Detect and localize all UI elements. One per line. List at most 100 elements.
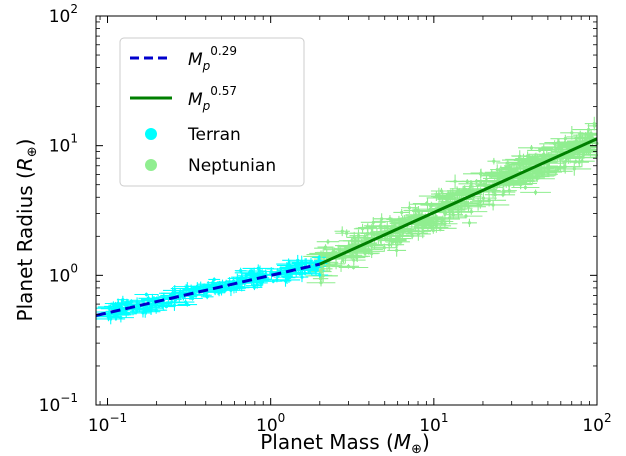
- data-point: [471, 189, 475, 193]
- data-point: [515, 166, 519, 170]
- data-point: [521, 158, 526, 163]
- data-point: [540, 158, 544, 162]
- data-point: [317, 255, 321, 259]
- data-point: [437, 192, 441, 196]
- data-point: [443, 222, 447, 226]
- data-point: [489, 173, 494, 177]
- y-axis-label: Planet Radius (R⊕): [13, 139, 40, 322]
- data-point: [451, 213, 455, 217]
- data-point: [321, 253, 325, 257]
- data-point: [341, 254, 346, 258]
- data-point: [501, 193, 505, 197]
- x-tick-label: 10−1: [88, 411, 127, 436]
- data-point: [540, 172, 544, 176]
- data-point: [530, 175, 535, 179]
- data-point: [413, 216, 417, 221]
- data-point: [279, 267, 283, 271]
- data-point: [366, 247, 371, 251]
- data-point: [546, 153, 550, 157]
- data-point: [219, 289, 224, 293]
- data-point: [535, 177, 539, 181]
- data-point: [574, 159, 578, 164]
- data-point: [154, 308, 158, 312]
- data-point: [499, 170, 503, 174]
- data-point: [518, 164, 522, 168]
- data-point: [430, 219, 434, 224]
- data-point: [569, 143, 573, 147]
- data-point: [502, 190, 506, 194]
- data-point: [469, 210, 473, 214]
- data-point: [288, 272, 293, 276]
- data-point: [318, 273, 322, 277]
- data-point: [449, 193, 453, 198]
- data-point: [178, 290, 182, 294]
- data-point: [337, 248, 341, 252]
- data-point: [459, 201, 463, 205]
- data-point: [506, 161, 510, 165]
- data-point: [231, 279, 236, 283]
- data-point: [283, 272, 287, 276]
- data-point: [450, 210, 454, 214]
- data-point: [345, 231, 349, 235]
- data-point: [217, 281, 222, 285]
- data-point: [543, 157, 547, 161]
- data-point: [318, 277, 323, 281]
- data-point: [113, 304, 118, 308]
- data-point: [538, 171, 542, 175]
- data-point: [356, 234, 361, 238]
- data-point: [587, 148, 591, 152]
- data-point: [391, 240, 395, 244]
- axis-ticks: 10−1 100 101 102 10−1 100 101 102: [39, 2, 612, 436]
- data-point: [438, 226, 442, 230]
- data-point: [213, 290, 217, 294]
- data-point: [535, 174, 540, 178]
- data-point: [388, 234, 392, 238]
- data-point: [261, 279, 265, 283]
- data-point: [325, 251, 329, 256]
- data-point: [106, 314, 111, 318]
- data-point: [252, 276, 256, 280]
- data-point: [321, 267, 325, 271]
- data-point: [303, 271, 307, 275]
- data-point: [314, 269, 318, 273]
- data-point: [517, 160, 521, 164]
- data-point: [150, 305, 154, 309]
- data-point: [491, 203, 495, 207]
- data-point: [570, 131, 574, 135]
- data-point: [395, 234, 399, 238]
- data-point: [446, 192, 450, 196]
- data-point: [172, 303, 177, 307]
- data-point: [164, 304, 169, 309]
- data-point: [420, 222, 424, 226]
- data-point: [554, 147, 558, 151]
- data-point: [413, 208, 418, 213]
- data-point: [393, 225, 397, 229]
- data-point: [453, 197, 457, 201]
- data-point: [363, 251, 367, 255]
- data-point: [294, 271, 298, 275]
- data-point: [416, 221, 420, 225]
- legend-marker-neptunian: [145, 159, 157, 171]
- data-point: [160, 303, 164, 307]
- data-point: [346, 264, 351, 268]
- data-point: [538, 148, 542, 153]
- data-point: [408, 228, 413, 232]
- data-point: [440, 219, 444, 224]
- data-point: [569, 145, 573, 149]
- data-point: [223, 283, 228, 287]
- data-point: [438, 196, 442, 200]
- data-point: [466, 205, 471, 209]
- data-point: [466, 189, 471, 193]
- data-point: [347, 243, 351, 248]
- data-point: [504, 182, 508, 187]
- data-point: [195, 284, 199, 288]
- data-point: [588, 136, 593, 140]
- data-point: [584, 149, 588, 153]
- data-point: [495, 167, 499, 172]
- data-point: [539, 166, 543, 170]
- data-point: [135, 303, 139, 307]
- data-point: [326, 240, 330, 244]
- data-point: [141, 311, 145, 315]
- data-point: [240, 285, 244, 289]
